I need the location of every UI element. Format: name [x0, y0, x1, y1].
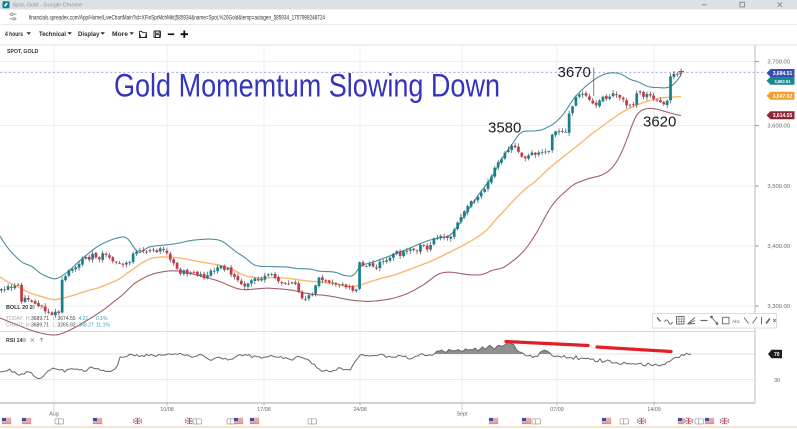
svg-text:Gold Momemtum Slowing Down: Gold Momemtum Slowing Down	[114, 68, 500, 104]
svg-text:Spot, Gold - Google Chrome: Spot, Gold - Google Chrome	[13, 3, 83, 9]
svg-text:3,647.62: 3,647.62	[773, 94, 793, 100]
svg-text:3265.92: 3265.92	[58, 323, 76, 329]
svg-text:368.27: 368.27	[79, 323, 95, 329]
svg-text:3,700.00: 3,700.00	[767, 60, 790, 66]
svg-text:17/08: 17/08	[257, 407, 271, 413]
svg-text:4.21: 4.21	[79, 316, 89, 322]
svg-text:0.1%: 0.1%	[96, 316, 108, 322]
svg-text:11.1%: 11.1%	[96, 323, 110, 329]
svg-text:BOLL 20 2: BOLL 20 2	[6, 305, 33, 311]
svg-text:3620: 3620	[643, 114, 676, 131]
svg-text:CHART:: CHART:	[6, 323, 24, 329]
svg-text:3,400.00: 3,400.00	[767, 244, 790, 250]
svg-text:TODAY:: TODAY:	[6, 316, 24, 322]
svg-text:Aug: Aug	[49, 412, 59, 418]
svg-text:4 hours: 4 hours	[5, 31, 23, 38]
svg-text:Sept: Sept	[456, 412, 468, 418]
svg-text:SPOT, GOLD: SPOT, GOLD	[7, 49, 39, 55]
svg-text:L:: L:	[53, 323, 57, 329]
svg-text:3,614.55: 3,614.55	[773, 113, 793, 119]
svg-text:07/09: 07/09	[550, 407, 564, 413]
svg-text:3,684.51: 3,684.51	[773, 71, 793, 77]
svg-text:3674.55: 3674.55	[58, 316, 76, 322]
svg-text:Display: Display	[78, 31, 100, 38]
svg-text:Technical: Technical	[39, 31, 66, 38]
svg-text:financials.spreadex.com/App/Ho: financials.spreadex.com/App/Home/LiveCha…	[29, 14, 325, 21]
svg-text:3,500.00: 3,500.00	[767, 184, 790, 190]
svg-text:RSI 14: RSI 14	[6, 338, 22, 344]
svg-text:Abc: Abc	[732, 319, 741, 324]
svg-text:H:: H:	[26, 316, 31, 322]
svg-text:3,600.00: 3,600.00	[767, 124, 790, 130]
svg-text:3689.71: 3689.71	[31, 323, 49, 329]
svg-text:10/08: 10/08	[160, 407, 174, 413]
svg-text:3,300.00: 3,300.00	[767, 304, 790, 310]
svg-text:H:: H:	[26, 323, 31, 329]
svg-text:3670: 3670	[558, 64, 591, 81]
svg-text:L:: L:	[53, 316, 57, 322]
svg-text:More: More	[112, 31, 129, 38]
svg-text:3689.71: 3689.71	[31, 316, 49, 322]
svg-text:30: 30	[774, 378, 780, 384]
svg-text:14/09: 14/09	[647, 407, 661, 413]
svg-text:70: 70	[774, 352, 780, 358]
svg-text:3,682.51: 3,682.51	[774, 79, 791, 84]
svg-text:24/08: 24/08	[353, 407, 367, 413]
svg-text:3580: 3580	[488, 120, 521, 137]
